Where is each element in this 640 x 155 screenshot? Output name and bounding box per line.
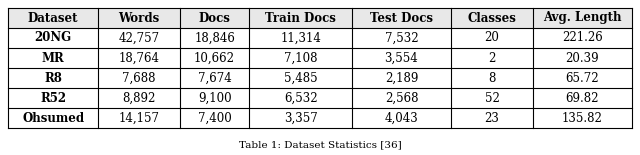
Text: Dataset: Dataset	[28, 11, 78, 24]
Bar	[8, 68, 98, 88]
Bar	[451, 8, 533, 28]
Bar	[451, 68, 533, 88]
Bar	[533, 68, 632, 88]
Text: Avg. Length: Avg. Length	[543, 11, 621, 24]
Bar	[533, 48, 632, 68]
Bar	[451, 88, 533, 108]
Text: 221.26: 221.26	[562, 31, 603, 44]
Text: 3,357: 3,357	[284, 111, 317, 124]
Bar	[98, 68, 180, 88]
Bar	[533, 108, 632, 128]
Text: 2,568: 2,568	[385, 91, 418, 104]
Bar	[180, 68, 250, 88]
Text: 7,532: 7,532	[385, 31, 419, 44]
Bar	[250, 108, 352, 128]
Bar	[533, 88, 632, 108]
Text: 7,674: 7,674	[198, 71, 232, 84]
Text: MR: MR	[42, 51, 65, 64]
Text: 7,108: 7,108	[284, 51, 317, 64]
Bar	[352, 8, 451, 28]
Bar	[180, 28, 250, 48]
Text: 11,314: 11,314	[280, 31, 321, 44]
Text: 5,485: 5,485	[284, 71, 317, 84]
Text: 18,764: 18,764	[118, 51, 159, 64]
Text: 65.72: 65.72	[566, 71, 599, 84]
Text: 23: 23	[484, 111, 499, 124]
Bar	[250, 88, 352, 108]
Text: Ohsumed: Ohsumed	[22, 111, 84, 124]
Text: 8,892: 8,892	[122, 91, 156, 104]
Bar	[352, 88, 451, 108]
Text: 20NG: 20NG	[35, 31, 72, 44]
Text: 10,662: 10,662	[194, 51, 235, 64]
Bar	[250, 28, 352, 48]
Text: 69.82: 69.82	[566, 91, 599, 104]
Bar	[98, 48, 180, 68]
Text: 7,688: 7,688	[122, 71, 156, 84]
Bar	[180, 88, 250, 108]
Text: Table 1: Dataset Statistics [36]: Table 1: Dataset Statistics [36]	[239, 141, 401, 150]
Bar	[451, 48, 533, 68]
Bar	[98, 28, 180, 48]
Bar	[98, 8, 180, 28]
Bar	[352, 48, 451, 68]
Bar	[533, 8, 632, 28]
Bar	[98, 88, 180, 108]
Bar	[250, 48, 352, 68]
Bar	[250, 68, 352, 88]
Text: 6,532: 6,532	[284, 91, 317, 104]
Text: Test Docs: Test Docs	[370, 11, 433, 24]
Text: 3,554: 3,554	[385, 51, 419, 64]
Text: 20: 20	[484, 31, 499, 44]
Bar	[352, 108, 451, 128]
Bar	[8, 8, 98, 28]
Text: Classes: Classes	[467, 11, 516, 24]
Text: 14,157: 14,157	[118, 111, 159, 124]
Bar	[180, 48, 250, 68]
Bar	[8, 48, 98, 68]
Bar	[352, 28, 451, 48]
Text: 52: 52	[484, 91, 499, 104]
Bar	[533, 28, 632, 48]
Text: 135.82: 135.82	[562, 111, 603, 124]
Text: Train Docs: Train Docs	[265, 11, 336, 24]
Text: 4,043: 4,043	[385, 111, 419, 124]
Bar	[250, 8, 352, 28]
Bar	[352, 68, 451, 88]
Text: 8: 8	[488, 71, 495, 84]
Text: 2,189: 2,189	[385, 71, 418, 84]
Text: 7,400: 7,400	[198, 111, 232, 124]
Bar	[180, 108, 250, 128]
Text: Words: Words	[118, 11, 159, 24]
Text: Docs: Docs	[198, 11, 230, 24]
Text: 9,100: 9,100	[198, 91, 232, 104]
Bar	[8, 108, 98, 128]
Text: R8: R8	[44, 71, 62, 84]
Bar	[180, 8, 250, 28]
Text: 2: 2	[488, 51, 495, 64]
Bar	[8, 28, 98, 48]
Bar	[451, 108, 533, 128]
Text: 18,846: 18,846	[194, 31, 235, 44]
Bar	[8, 88, 98, 108]
Bar	[451, 28, 533, 48]
Text: 42,757: 42,757	[118, 31, 159, 44]
Bar	[98, 108, 180, 128]
Text: 20.39: 20.39	[566, 51, 599, 64]
Text: R52: R52	[40, 91, 66, 104]
